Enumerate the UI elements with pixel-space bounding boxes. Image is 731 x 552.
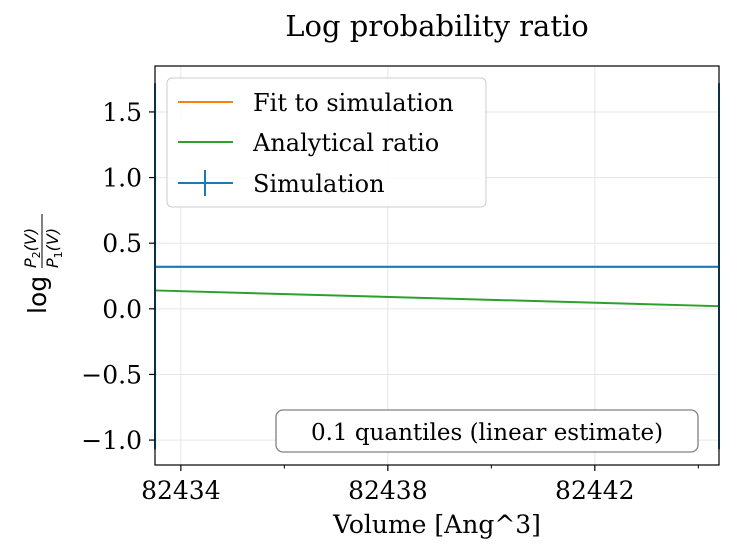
- legend-simulation-label: Simulation: [253, 170, 385, 198]
- y-tick-label: −0.5: [81, 360, 142, 389]
- legend-simulation-swatch: [178, 170, 233, 196]
- analytical-ratio-line: [154, 289, 720, 308]
- x-tick-label: 82434: [141, 476, 221, 505]
- y-tick-label: 1.5: [102, 98, 142, 127]
- x-tick-label: 82438: [348, 476, 428, 505]
- y-axis: −1.0 −0.5 0.0 0.5 1.0 1.5: [81, 98, 155, 455]
- y-label-log: log: [23, 276, 52, 314]
- y-tick-label: 0.5: [102, 229, 142, 258]
- annotation-text: 0.1 quantiles (linear estimate): [311, 420, 663, 446]
- y-label-numerator: P2(V): [21, 228, 43, 268]
- x-tick-label: 82442: [555, 476, 635, 505]
- axes-frame: [154, 65, 720, 466]
- legend-fit-label: Fit to simulation: [253, 89, 454, 117]
- x-axis-label: Volume [Ang^3]: [332, 510, 541, 539]
- legend: Fit to simulation Analytical ratio Simul…: [166, 77, 487, 208]
- y-tick-label: 0.0: [102, 295, 142, 324]
- chart-title: Log probability ratio: [285, 9, 588, 43]
- y-tick-label: −1.0: [81, 426, 142, 455]
- y-label-denominator: P1(V): [43, 228, 65, 268]
- legend-analytical-label: Analytical ratio: [252, 129, 439, 157]
- y-axis-label: log P2(V) P1(V): [21, 214, 65, 314]
- y-tick-label: 1.0: [102, 164, 142, 193]
- annotation-box: 0.1 quantiles (linear estimate): [275, 409, 699, 453]
- x-axis: 82434 82438 82442: [141, 465, 699, 505]
